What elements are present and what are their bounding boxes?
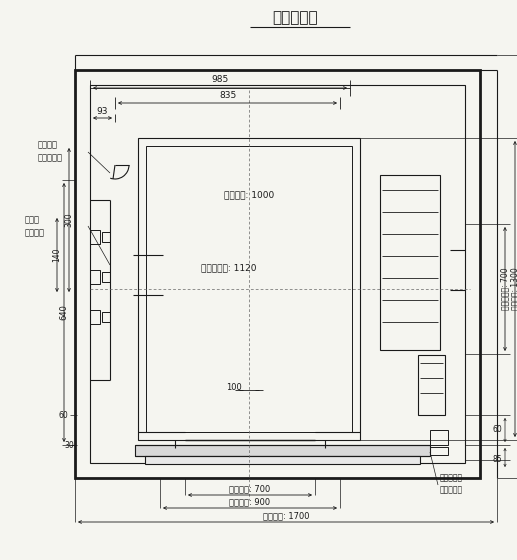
Bar bbox=[146, 146, 352, 432]
Text: 30: 30 bbox=[64, 441, 74, 450]
Text: 835: 835 bbox=[219, 91, 236, 100]
Text: 640: 640 bbox=[59, 305, 68, 320]
Bar bbox=[430, 447, 448, 455]
Text: 门洞宽度: 900: 门洞宽度: 900 bbox=[230, 497, 270, 506]
Bar bbox=[102, 312, 110, 322]
Text: 井道平面图: 井道平面图 bbox=[272, 11, 318, 26]
Text: 60: 60 bbox=[492, 426, 502, 435]
Text: 轿厢净宽: 1000: 轿厢净宽: 1000 bbox=[224, 190, 274, 199]
Bar bbox=[90, 230, 100, 244]
Text: 混凝土填充: 混凝土填充 bbox=[440, 474, 463, 483]
Bar bbox=[90, 270, 100, 284]
Text: 轿厢净深: 1300: 轿厢净深: 1300 bbox=[510, 268, 517, 310]
Bar bbox=[75, 70, 480, 478]
Text: 140: 140 bbox=[53, 248, 62, 262]
Text: 由客户自理: 由客户自理 bbox=[38, 153, 63, 162]
Bar bbox=[135, 445, 430, 456]
Text: 60: 60 bbox=[58, 410, 68, 419]
Bar bbox=[418, 355, 445, 415]
Text: 由客户自理: 由客户自理 bbox=[440, 486, 463, 494]
Text: 93: 93 bbox=[97, 108, 108, 116]
Bar bbox=[138, 138, 360, 440]
Bar bbox=[102, 232, 110, 242]
Text: 100: 100 bbox=[226, 384, 242, 393]
Bar bbox=[380, 175, 440, 350]
Bar bbox=[90, 310, 100, 324]
Text: 缆固定座: 缆固定座 bbox=[25, 228, 45, 237]
Text: 85: 85 bbox=[492, 455, 502, 464]
Text: 井道净宽: 1700: 井道净宽: 1700 bbox=[263, 511, 309, 520]
Bar bbox=[102, 272, 110, 282]
Text: 985: 985 bbox=[211, 76, 229, 85]
Bar bbox=[430, 430, 448, 445]
Bar bbox=[145, 456, 420, 464]
Text: 300: 300 bbox=[65, 213, 73, 227]
Text: 随行电: 随行电 bbox=[25, 216, 40, 225]
Bar bbox=[90, 85, 465, 463]
Text: 对重导轨距: 700: 对重导轨距: 700 bbox=[500, 268, 509, 310]
Text: 轿厢导轨距: 1120: 轿厢导轨距: 1120 bbox=[201, 264, 257, 273]
Text: 井道照明: 井道照明 bbox=[38, 141, 58, 150]
Text: 开口宽度: 700: 开口宽度: 700 bbox=[230, 484, 270, 493]
